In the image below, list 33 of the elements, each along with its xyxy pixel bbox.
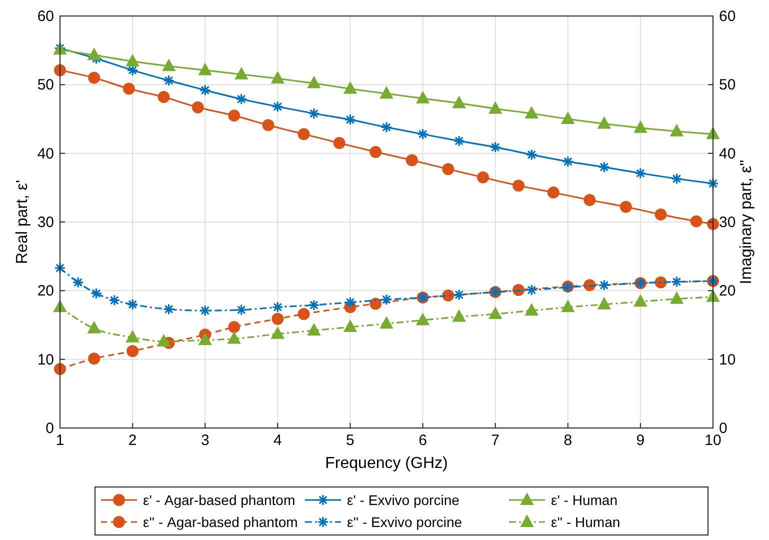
legend-label: ε' - Human [551, 492, 618, 508]
x-tick-label: 2 [128, 432, 137, 449]
legend-label: ε'' - Human [551, 514, 620, 530]
legend-label: ε' - Agar-based phantom [143, 492, 296, 508]
x-tick-label: 3 [200, 432, 210, 449]
x-tick-label: 4 [273, 432, 282, 449]
x-tick-label: 6 [418, 432, 427, 449]
y-tick-label: 30 [37, 214, 54, 231]
y-tick-label: 20 [37, 282, 54, 300]
x-axis-title: Frequency (GHz) [325, 455, 448, 472]
y-tick-label: 40 [37, 145, 54, 162]
x-tick-label: 10 [704, 432, 722, 449]
x-tick-label: 9 [636, 432, 645, 449]
y2-tick-label: 30 [719, 214, 736, 231]
y2-tick-label: 50 [719, 76, 736, 94]
legend-label: ε'' - Agar-based phantom [143, 514, 298, 530]
y2-axis-title: Imaginary part, ε'' [738, 160, 755, 284]
x-tick-label: 7 [491, 432, 500, 449]
x-tick-label: 1 [56, 432, 64, 449]
y2-tick-label: 10 [719, 351, 736, 368]
legend-label: ε' - Exvivo porcine [347, 492, 460, 508]
x-tick-label: 8 [564, 432, 572, 449]
y2-tick-label: 40 [719, 145, 736, 162]
legend-label: ε'' - Exvivo porcine [347, 514, 462, 530]
y2-tick-label: 0 [719, 420, 728, 437]
y-axis-title: Real part, ε' [14, 180, 31, 264]
y2-tick-label: 20 [719, 282, 736, 300]
y2-tick-label: 60 [719, 8, 736, 25]
y-tick-label: 10 [37, 351, 54, 368]
y-tick-label: 50 [37, 76, 54, 94]
y-tick-label: 60 [37, 8, 54, 25]
y-tick-label: 0 [46, 420, 54, 437]
x-tick-label: 5 [346, 432, 354, 449]
